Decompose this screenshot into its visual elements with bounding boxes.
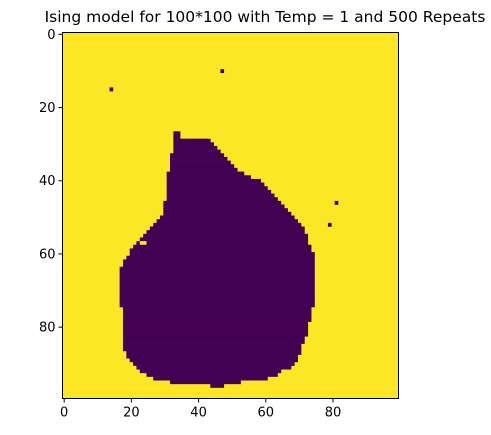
spin-down-row	[122, 314, 312, 319]
spin-down-cell	[109, 87, 114, 92]
spin-down-row	[136, 241, 309, 246]
spin-down-row	[163, 211, 292, 216]
spin-down-row	[153, 222, 302, 227]
spin-down-row	[163, 204, 285, 209]
spin-down-row	[170, 160, 231, 165]
spin-down-row	[166, 197, 278, 202]
spin-down-row	[170, 167, 238, 172]
x-tick-label: 60	[258, 406, 275, 421]
spin-down-row	[126, 354, 298, 359]
spin-down-row	[122, 328, 309, 333]
spin-down-row	[149, 226, 305, 231]
spin-down-row	[129, 252, 315, 257]
plot-frame	[62, 32, 399, 399]
spin-down-row	[166, 175, 251, 180]
spin-down-row	[153, 376, 268, 381]
spin-down-row	[122, 336, 305, 341]
chart-title: Ising model for 100*100 with Temp = 1 an…	[45, 8, 486, 26]
spin-down-row	[122, 339, 305, 344]
spin-down-row	[146, 230, 305, 235]
spin-down-row	[119, 270, 315, 275]
spin-down-row	[119, 292, 315, 297]
spin-down-row	[166, 186, 268, 191]
spin-down-row	[170, 153, 225, 158]
spin-down-row	[170, 380, 241, 385]
x-axis: 0 20 40 60 80	[60, 398, 342, 421]
spin-down-row	[119, 299, 315, 304]
spin-down-row	[122, 263, 315, 268]
x-tick-label: 80	[325, 406, 342, 421]
spin-down-row	[133, 361, 295, 366]
spin-down-row	[166, 189, 272, 194]
x-tick-label: 20	[123, 406, 140, 421]
spin-down-row	[170, 156, 228, 161]
spin-down-row	[119, 281, 315, 286]
spin-down-row	[139, 237, 309, 242]
spin-down-row	[166, 182, 265, 187]
heatmap-cells	[109, 69, 339, 388]
y-tick-label: 80	[39, 321, 56, 336]
spin-down-row	[119, 303, 315, 308]
spin-down-row	[136, 365, 292, 370]
spin-down-row	[122, 259, 315, 264]
spin-down-row	[126, 350, 302, 355]
spin-down-row	[166, 193, 275, 198]
spin-down-row	[170, 164, 235, 169]
spin-down-row	[173, 134, 181, 139]
spin-down-row	[122, 347, 302, 352]
spin-down-row	[159, 215, 295, 220]
spin-down-row	[173, 142, 214, 147]
spin-down-row	[119, 266, 315, 271]
spin-down-row	[210, 383, 225, 388]
spin-down-row	[173, 131, 181, 136]
y-axis: 0 20 40 60 80	[39, 28, 63, 336]
spin-down-row	[156, 219, 298, 224]
y-tick-label: 0	[47, 28, 55, 43]
spin-down-row	[139, 369, 282, 374]
plot-area	[62, 32, 399, 399]
spin-down-row	[143, 233, 309, 238]
spin-down-row	[122, 325, 309, 330]
spin-down-row	[173, 149, 221, 154]
spin-down-row	[163, 200, 282, 205]
spin-down-cell	[143, 244, 147, 249]
spin-down-row	[122, 317, 312, 322]
spin-up-cell	[206, 134, 211, 139]
x-tick-label: 0	[60, 406, 68, 421]
spin-down-cell	[327, 222, 332, 227]
spin-down-row	[119, 285, 315, 289]
spin-down-row	[173, 138, 211, 143]
spin-down-row	[122, 310, 312, 315]
spin-up-cell	[139, 241, 147, 245]
spin-down-row	[166, 178, 262, 183]
spin-down-row	[119, 296, 315, 300]
spin-down-row	[163, 208, 288, 213]
spin-down-row	[119, 274, 315, 279]
spin-down-row	[166, 171, 245, 176]
spin-down-row	[129, 248, 312, 253]
spin-down-row	[126, 255, 315, 260]
spin-down-cell	[334, 200, 339, 205]
spin-down-row	[122, 321, 309, 326]
spin-down-row	[119, 277, 315, 282]
spin-down-row	[122, 343, 302, 348]
spin-down-row	[122, 307, 312, 311]
y-tick-label: 60	[39, 247, 56, 262]
spin-down-row	[129, 358, 298, 363]
spin-down-row	[122, 332, 309, 337]
y-tick-label: 40	[39, 174, 56, 189]
spin-down-row	[119, 288, 315, 293]
spin-down-row	[146, 372, 278, 377]
spin-down-row	[173, 145, 218, 150]
spin-down-cell	[220, 69, 225, 74]
spin-down-row	[133, 244, 312, 249]
x-tick-label: 40	[190, 406, 207, 421]
y-tick-label: 20	[39, 101, 56, 116]
